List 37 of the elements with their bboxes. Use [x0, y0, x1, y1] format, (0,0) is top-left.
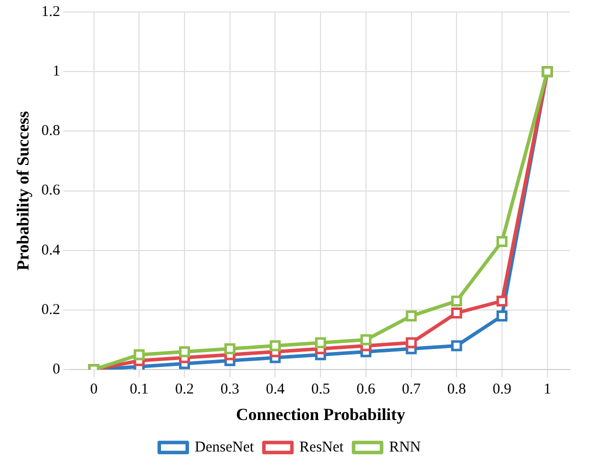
point — [496, 296, 508, 307]
x-axis-title: Connection Probability — [236, 405, 406, 424]
point — [451, 296, 462, 307]
point — [451, 307, 462, 318]
x-tick-label: 0.9 — [492, 382, 512, 398]
point — [496, 310, 508, 322]
x-tick-label: 0.8 — [447, 382, 466, 398]
legend-label: RNN — [389, 439, 421, 456]
y-tick-label: 0 — [52, 362, 60, 378]
x-tick-label: 0 — [90, 382, 98, 398]
legend-label: DenseNet — [194, 439, 255, 456]
y-tick-label: 0.4 — [41, 242, 61, 258]
x-tick-label: 0.3 — [220, 382, 240, 398]
y-axis-title: Probability of Success — [14, 110, 33, 270]
point — [179, 346, 190, 358]
point — [406, 310, 417, 322]
x-tick-label: 0.7 — [402, 382, 422, 398]
y-tick-label: 0.8 — [41, 123, 60, 140]
point — [451, 340, 462, 352]
point — [406, 337, 417, 348]
x-tick-label: 1 — [544, 382, 552, 398]
y-tick-label: 1.2 — [41, 4, 60, 20]
point — [224, 343, 236, 354]
x-tick-label: 0.5 — [311, 382, 330, 398]
x-tick-label: 0.4 — [266, 382, 286, 398]
point — [496, 236, 508, 247]
y-tick-label: 0.6 — [41, 182, 61, 199]
x-tick-label: 0.1 — [130, 382, 149, 398]
point — [360, 334, 372, 346]
y-tick-label: 1 — [52, 64, 60, 80]
point — [134, 349, 145, 360]
point — [315, 337, 326, 348]
x-tick-label: 0.2 — [175, 382, 194, 398]
y-tick-label: 0.2 — [41, 302, 60, 318]
legend-label: ResNet — [299, 439, 344, 456]
x-tick-label: 0.6 — [356, 382, 376, 398]
point — [270, 340, 281, 352]
